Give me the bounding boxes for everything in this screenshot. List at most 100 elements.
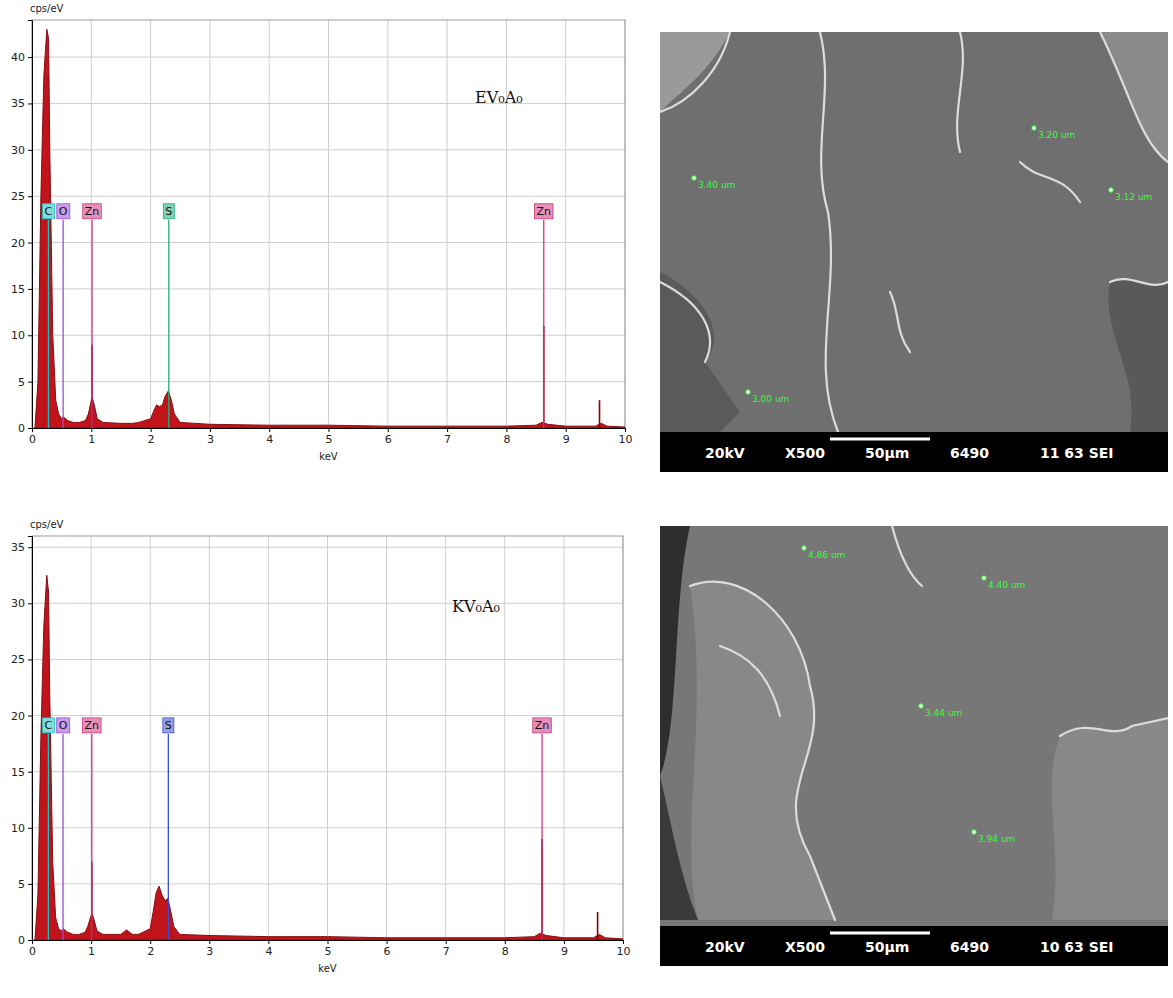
tick: 0 <box>29 428 36 446</box>
grid <box>32 20 625 428</box>
element-label: Zn <box>85 719 100 732</box>
element-label-box <box>43 718 55 733</box>
tick-mark <box>28 428 32 429</box>
element-label: Zn <box>535 719 550 732</box>
element-label: C <box>45 205 53 218</box>
x-axis-title: keV <box>318 963 337 974</box>
grid-line <box>32 288 625 289</box>
surface-feature <box>1108 279 1168 432</box>
chart-title: KV₀A₀ <box>452 597 500 616</box>
grid-line <box>32 715 623 716</box>
tick-mark <box>210 428 211 432</box>
surface-edge <box>1060 718 1168 736</box>
tick: 5 <box>326 428 333 446</box>
measurement-point <box>1109 188 1113 192</box>
tick-mark <box>623 940 624 944</box>
tick-label: 20 <box>11 710 25 723</box>
element-line <box>168 220 169 428</box>
measurement-label: 3.40 um <box>698 180 735 190</box>
element-label-box <box>43 204 55 219</box>
tick: 2 <box>148 428 155 446</box>
element-line <box>91 220 92 428</box>
chart-title: EV₀A₀ <box>475 88 523 107</box>
tick-mark <box>28 716 32 717</box>
x-axis: 012345678910 <box>29 940 631 958</box>
image-ground <box>660 32 1168 432</box>
element-label: C <box>45 719 53 732</box>
tick-mark <box>28 884 32 885</box>
grid-line <box>445 536 446 940</box>
measurement-label: 4.86 um <box>808 550 845 560</box>
plot-frame <box>32 20 625 428</box>
tick-label: 3 <box>206 945 213 958</box>
tick: 30 <box>11 144 32 157</box>
grid-line <box>504 536 505 940</box>
surface-edge <box>1100 32 1168 162</box>
surface-feature <box>660 32 730 112</box>
surface-edge <box>957 32 963 152</box>
line-stem <box>599 400 601 428</box>
element-label-box <box>57 204 70 219</box>
element-line <box>62 220 63 428</box>
tick: 9 <box>563 428 570 446</box>
tick-mark <box>28 57 32 58</box>
tick-mark <box>268 940 269 944</box>
axis-line <box>33 941 624 945</box>
surface-edge <box>820 32 838 432</box>
element-label-box <box>533 718 552 733</box>
tick: 0 <box>29 940 36 958</box>
tick-label: 8 <box>503 433 510 446</box>
element-line <box>541 734 542 940</box>
tick-mark <box>566 428 567 432</box>
grid-line <box>32 335 625 336</box>
axis-line <box>33 429 626 433</box>
tick-label: 7 <box>443 945 450 958</box>
tick-mark <box>28 382 32 383</box>
tick: 1 <box>88 940 95 958</box>
grid-line <box>32 547 623 548</box>
info-text: 50µm <box>865 445 909 461</box>
tick: 20 <box>11 237 32 250</box>
surface-edge <box>660 282 710 362</box>
element-label: Zn <box>537 205 552 218</box>
tick-label: 1 <box>88 433 95 446</box>
surface-edge <box>720 646 780 716</box>
tick-label: 9 <box>561 945 568 958</box>
grid-line <box>327 536 328 940</box>
tick: 2 <box>147 940 154 958</box>
measurement-point <box>972 830 976 834</box>
grid-line <box>447 20 448 428</box>
micrograph: 3.40 um3.20 um3.12 um3.00 um20kVX50050µm… <box>660 32 1168 472</box>
micrograph-image <box>660 526 1168 926</box>
info-text: X500 <box>785 939 825 955</box>
tick: 7 <box>444 428 451 446</box>
element-label-box <box>83 718 102 733</box>
tick: 3 <box>206 940 213 958</box>
surface-feature <box>660 776 698 920</box>
tick-mark <box>28 289 32 290</box>
x-axis: 012345678910 <box>29 428 633 446</box>
element-label: S <box>165 719 172 732</box>
grid-line <box>387 20 388 428</box>
element-label-box <box>83 204 102 219</box>
grid-line <box>91 20 92 428</box>
x-axis-title: keV <box>319 451 338 462</box>
measurement-point <box>919 704 923 708</box>
element-line <box>48 734 49 940</box>
image-ground <box>660 526 1168 926</box>
measurement-point <box>802 546 806 550</box>
tick: 1 <box>88 428 95 446</box>
element-line <box>62 734 63 940</box>
grid-line <box>269 20 270 428</box>
data-layer <box>35 29 625 428</box>
surface-edge <box>890 292 910 352</box>
tick-label: 5 <box>18 376 25 389</box>
tick-label: 35 <box>11 541 25 554</box>
element-line <box>91 734 92 940</box>
tick-label: 0 <box>29 433 36 446</box>
tick: 15 <box>11 283 32 296</box>
grid-line <box>150 20 151 428</box>
y-axis-title: cps/eV <box>30 519 64 530</box>
element-label: O <box>59 719 68 732</box>
element-label: S <box>165 205 172 218</box>
